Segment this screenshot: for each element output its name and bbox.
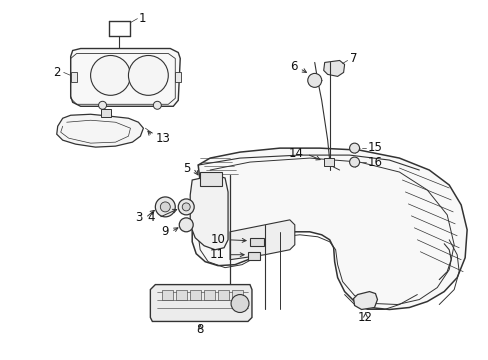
Bar bbox=[249, 238, 264, 246]
Circle shape bbox=[99, 101, 106, 109]
Text: 8: 8 bbox=[196, 323, 203, 336]
Text: 14: 14 bbox=[288, 147, 303, 159]
Text: 12: 12 bbox=[357, 311, 372, 324]
Bar bbox=[203, 289, 215, 300]
Circle shape bbox=[307, 73, 321, 87]
Text: 15: 15 bbox=[367, 141, 382, 154]
Text: 1: 1 bbox=[138, 12, 145, 25]
Bar bbox=[162, 289, 173, 300]
Circle shape bbox=[179, 218, 193, 232]
Bar bbox=[101, 109, 110, 117]
Bar bbox=[176, 289, 187, 300]
Text: 9: 9 bbox=[161, 225, 168, 238]
Text: 4: 4 bbox=[147, 211, 155, 224]
Text: 11: 11 bbox=[210, 248, 224, 261]
Text: 16: 16 bbox=[367, 156, 382, 168]
Circle shape bbox=[230, 294, 248, 312]
Bar bbox=[247, 252, 260, 260]
Circle shape bbox=[153, 101, 161, 109]
Bar bbox=[218, 289, 228, 300]
Polygon shape bbox=[192, 148, 466, 310]
Polygon shape bbox=[57, 114, 143, 147]
Polygon shape bbox=[190, 175, 227, 250]
Circle shape bbox=[349, 157, 359, 167]
Text: 7: 7 bbox=[349, 52, 356, 65]
Circle shape bbox=[160, 202, 170, 212]
Polygon shape bbox=[353, 292, 377, 310]
Circle shape bbox=[90, 55, 130, 95]
Text: 5: 5 bbox=[183, 162, 190, 175]
Bar bbox=[323, 158, 333, 166]
Bar bbox=[190, 289, 201, 300]
Bar bbox=[200, 172, 222, 186]
Polygon shape bbox=[323, 60, 344, 76]
Text: 6: 6 bbox=[290, 60, 297, 73]
Polygon shape bbox=[229, 220, 294, 260]
Polygon shape bbox=[71, 49, 180, 106]
Circle shape bbox=[349, 143, 359, 153]
Text: 10: 10 bbox=[210, 233, 224, 246]
Bar bbox=[71, 72, 77, 82]
Bar bbox=[232, 289, 243, 300]
Circle shape bbox=[128, 55, 168, 95]
Circle shape bbox=[182, 203, 190, 211]
Text: 2: 2 bbox=[53, 66, 61, 79]
Polygon shape bbox=[150, 285, 251, 321]
Bar bbox=[175, 72, 181, 82]
Circle shape bbox=[155, 197, 175, 217]
Circle shape bbox=[178, 199, 194, 215]
Text: 3: 3 bbox=[135, 211, 142, 224]
Text: 13: 13 bbox=[155, 132, 170, 145]
